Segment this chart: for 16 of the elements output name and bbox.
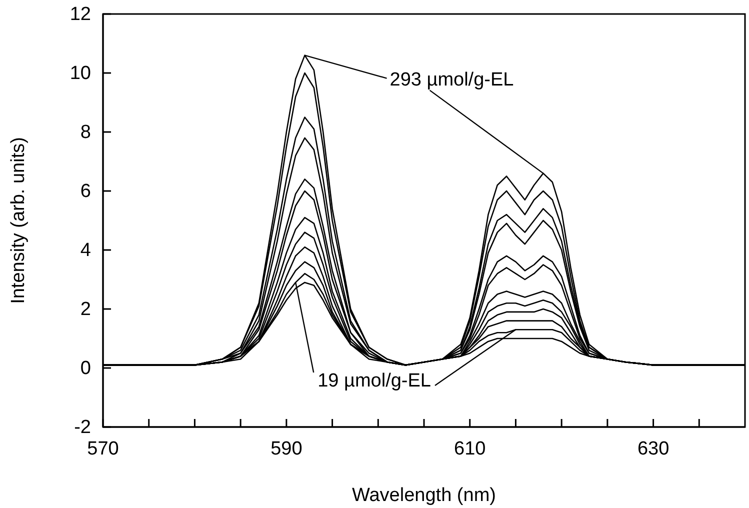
y-tick-label: 0 xyxy=(80,358,91,380)
y-tick-label: -2 xyxy=(74,417,91,438)
x-tick-label: 630 xyxy=(637,438,670,460)
y-tick-label: 6 xyxy=(80,181,91,202)
x-tick-label: 590 xyxy=(270,438,302,460)
y-tick-label: 2 xyxy=(80,299,91,320)
y-tick-label: 10 xyxy=(70,63,91,84)
y-tick-label: 8 xyxy=(80,122,91,144)
x-tick-label: 570 xyxy=(87,438,119,460)
y-tick-label: 4 xyxy=(80,240,92,262)
y-tick-label: 12 xyxy=(70,4,91,26)
annotation: 19 µmol/g-EL xyxy=(318,370,431,392)
annotation: 293 µmol/g-EL xyxy=(390,69,514,90)
y-axis-title: Intensity (arb. units) xyxy=(8,137,29,304)
x-tick-label: 610 xyxy=(454,438,486,460)
x-axis-title: Wavelength (nm) xyxy=(352,485,496,506)
